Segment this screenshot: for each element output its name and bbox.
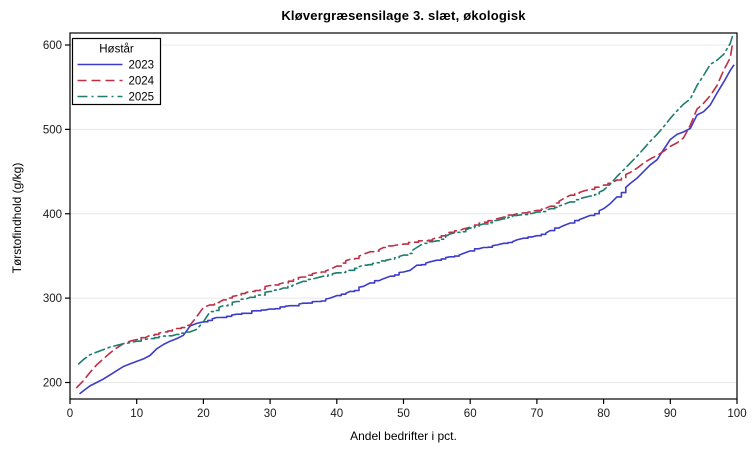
x-tick-label: 20 [197, 408, 210, 420]
y-tick-label: 200 [43, 378, 62, 390]
x-tick-label: 10 [130, 408, 143, 420]
x-tick-label: 50 [397, 408, 410, 420]
x-tick-label: 0 [67, 408, 73, 420]
chart-title: Kløvergræsensilage 3. slæt, økologisk [281, 8, 526, 23]
y-tick-label: 600 [43, 40, 62, 52]
x-tick-label: 40 [330, 408, 343, 420]
y-tick-label: 400 [43, 209, 62, 221]
x-tick-label: 70 [531, 408, 544, 420]
legend-label-2023: 2023 [129, 60, 155, 72]
x-tick-label: 60 [464, 408, 477, 420]
legend-label-2024: 2024 [129, 76, 155, 88]
series-line-2025 [77, 35, 734, 365]
series-line-2024 [75, 44, 734, 389]
series-line-2023 [79, 64, 735, 395]
legend-label-2025: 2025 [129, 92, 155, 104]
legend-box [71, 37, 162, 106]
y-tick-label: 500 [43, 124, 62, 136]
x-tick-label: 100 [727, 408, 746, 420]
x-axis-label: Andel bedrifter i pct. [350, 429, 457, 443]
plot-frame [69, 32, 738, 400]
x-tick-label: 30 [264, 408, 277, 420]
y-tick-label: 300 [43, 293, 62, 305]
x-tick-label: 90 [664, 408, 677, 420]
legend-title: Høstår [99, 44, 134, 56]
x-tick-label: 80 [597, 408, 610, 420]
